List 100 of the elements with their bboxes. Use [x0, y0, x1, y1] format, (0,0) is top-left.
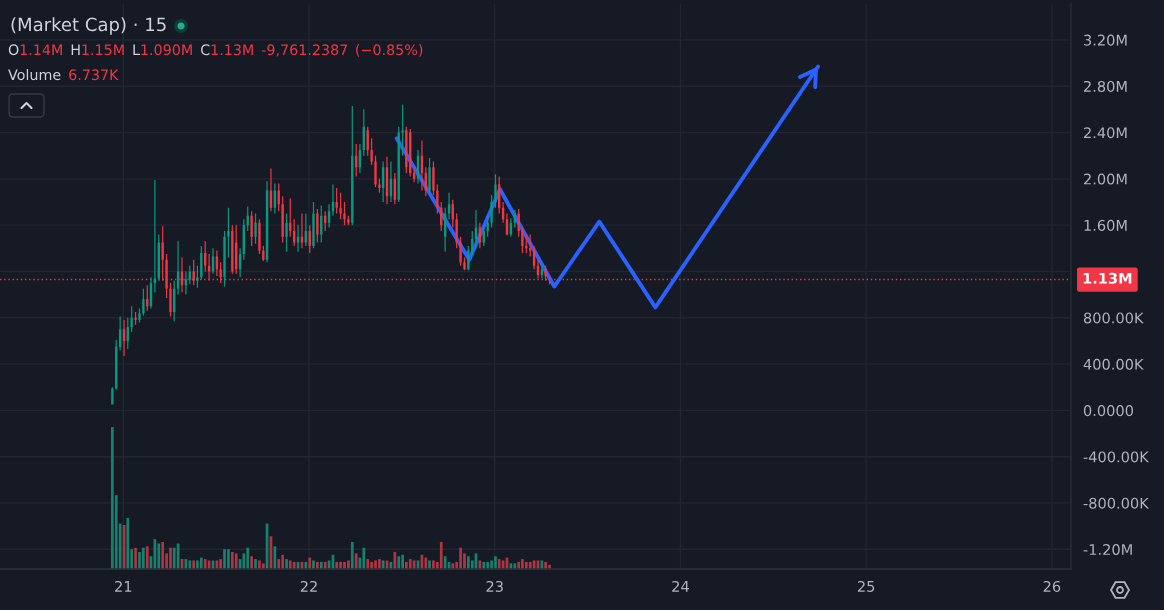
bar — [424, 557, 428, 569]
y-tick-label: 2.00M — [1084, 173, 1127, 185]
candlestick — [517, 208, 520, 237]
bar — [323, 561, 327, 569]
candlestick — [258, 219, 261, 255]
candlestick — [254, 213, 257, 244]
bar — [223, 549, 226, 569]
candlestick — [130, 306, 133, 332]
candlestick — [389, 161, 393, 202]
bar — [544, 561, 547, 569]
bar — [521, 559, 524, 569]
bar — [397, 556, 401, 569]
candlestick — [227, 207, 230, 258]
candlestick — [231, 225, 234, 274]
bar — [110, 427, 114, 569]
candlestick — [486, 215, 489, 237]
candlestick — [281, 196, 284, 243]
candlestick — [262, 245, 265, 262]
bar — [490, 560, 493, 569]
candlestick — [351, 105, 354, 226]
bar — [412, 560, 416, 569]
bar — [316, 561, 319, 569]
candlestick — [192, 259, 195, 286]
candlestick — [474, 210, 478, 249]
y-tick-label: 1.60M — [1084, 219, 1127, 231]
candlestick — [111, 387, 114, 405]
bar — [482, 561, 486, 569]
bar — [404, 561, 408, 569]
text: O1.14M H1.15M L1.090M C1.13M -9,761.2387 (−0.85%) — [8, 44, 423, 57]
candlestick — [463, 257, 466, 271]
x-tick-label: 22 — [300, 580, 317, 592]
bar — [234, 553, 238, 569]
candlestick — [176, 241, 180, 295]
bar — [188, 560, 192, 569]
bar — [428, 560, 431, 569]
candlestick — [358, 144, 362, 174]
candlestick — [505, 213, 509, 236]
bar — [126, 517, 130, 569]
candlestick — [343, 201, 346, 226]
bar — [254, 559, 257, 569]
bar — [486, 561, 490, 569]
bar — [362, 547, 366, 569]
bar — [172, 547, 176, 569]
y-tick-label: 2.40M — [1084, 127, 1127, 139]
candlestick — [385, 156, 389, 205]
bar — [142, 547, 145, 569]
bar — [339, 561, 342, 569]
candlestick — [138, 308, 141, 323]
bar — [261, 563, 265, 569]
bar — [227, 549, 230, 569]
y-tick-label: 2.80M — [1084, 80, 1127, 92]
candlestick — [196, 265, 199, 288]
bar — [273, 546, 277, 569]
bar — [161, 542, 165, 569]
bar — [335, 561, 339, 569]
bar — [319, 561, 323, 569]
candlestick — [447, 192, 451, 220]
bar — [443, 556, 447, 569]
y-tick-label: 3.20M — [1084, 34, 1127, 46]
bar — [366, 559, 370, 569]
bar — [378, 559, 381, 569]
bar — [157, 543, 161, 569]
bar — [138, 551, 141, 569]
candlestick — [316, 208, 319, 243]
candlestick — [459, 236, 462, 266]
bar — [497, 559, 501, 569]
bar — [258, 560, 261, 569]
bar — [393, 551, 397, 569]
x-tick-label: 23 — [486, 580, 503, 592]
candlestick — [300, 213, 304, 249]
bar — [524, 561, 528, 569]
candlestick — [149, 277, 153, 309]
candlestick — [494, 174, 497, 208]
bar — [196, 560, 199, 569]
candlestick — [490, 195, 493, 228]
y-tick-label: 800.00K — [1083, 312, 1144, 324]
candlestick — [269, 168, 273, 212]
bar — [451, 563, 455, 569]
bar — [370, 561, 373, 569]
candlestick — [432, 161, 435, 196]
candlestick — [335, 188, 338, 214]
candlestick — [420, 140, 424, 191]
bar — [230, 551, 234, 569]
candlestick — [455, 213, 458, 249]
bar — [517, 561, 521, 569]
candlestick — [347, 215, 350, 226]
candlestick — [374, 155, 377, 187]
bar — [374, 560, 377, 569]
y-tick-label: 0.0000 — [1083, 405, 1133, 417]
candlestick — [296, 225, 300, 252]
candlestick — [540, 262, 544, 279]
bar — [219, 559, 222, 569]
y-tick-label: -400.00K — [1083, 451, 1150, 463]
bar — [408, 559, 412, 569]
bar — [250, 556, 253, 569]
bar — [145, 546, 149, 569]
candlestick — [250, 211, 253, 246]
bar — [192, 560, 196, 569]
bar — [308, 557, 312, 569]
candlestick — [169, 283, 172, 317]
